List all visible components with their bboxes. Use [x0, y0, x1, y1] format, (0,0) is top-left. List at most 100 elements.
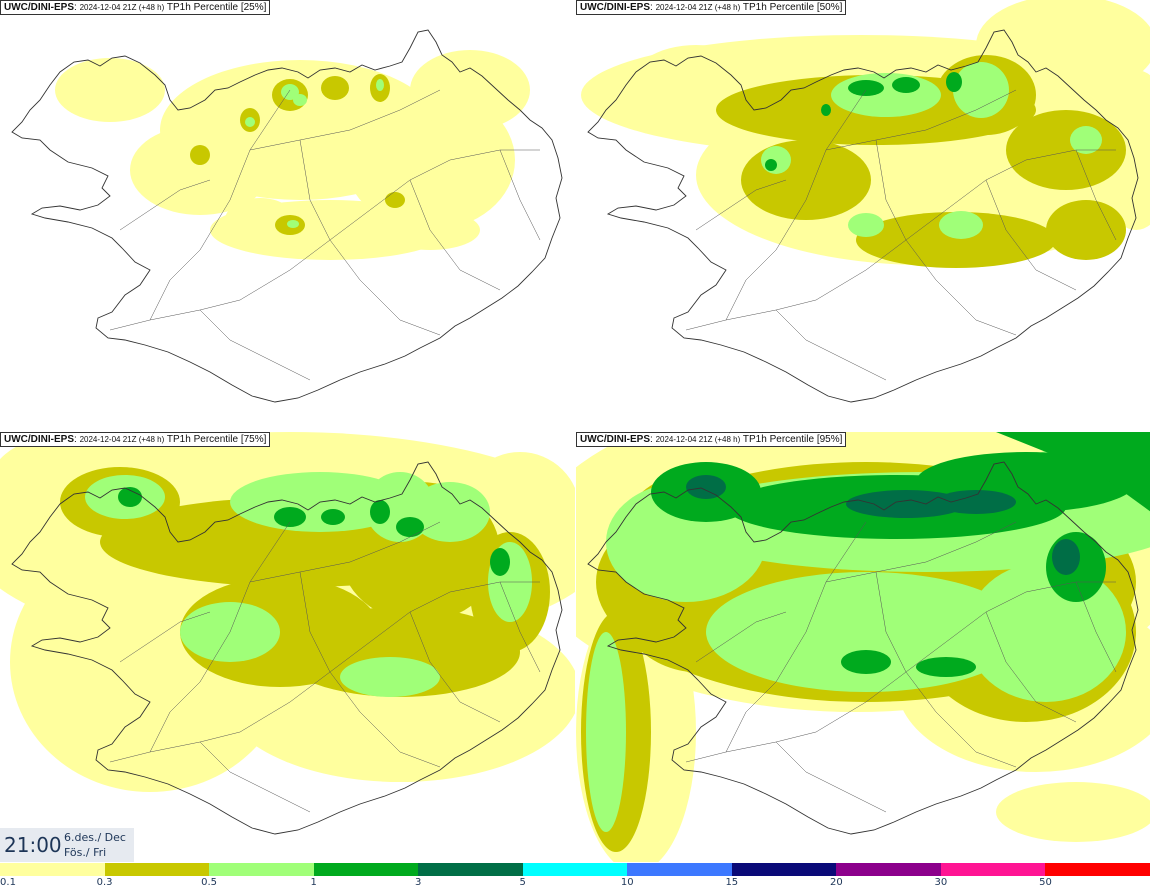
road-line	[695, 179, 787, 231]
precip-area	[396, 517, 424, 537]
precip-area	[287, 220, 299, 228]
road-line	[119, 611, 211, 663]
road-line	[695, 611, 787, 663]
valid-date-line1: 6.des./ Dec	[64, 831, 126, 844]
road-line	[249, 521, 441, 583]
precip-area	[953, 62, 1009, 118]
product-name: TP1h Percentile [50%]	[742, 2, 843, 13]
road-line	[499, 149, 541, 241]
coastline	[11, 461, 563, 835]
precip-area	[340, 657, 440, 697]
precip-area	[996, 782, 1150, 842]
legend-swatch	[0, 863, 105, 876]
road-line	[409, 611, 501, 723]
precip-area	[280, 607, 520, 697]
precip-area	[376, 79, 384, 91]
precip-area	[118, 487, 142, 507]
road-line	[299, 139, 331, 241]
precip-area	[1070, 126, 1102, 154]
precip-area	[1046, 200, 1126, 260]
valid-time-box: 21:00 6.des./ Dec Fös./ Fri	[0, 828, 134, 862]
precip-area	[841, 650, 891, 674]
precip-area	[321, 76, 349, 100]
road-line	[249, 89, 441, 151]
road-line	[775, 741, 887, 813]
legend-tick-label: 5	[519, 877, 526, 888]
precip-area	[848, 213, 884, 237]
precip-area	[586, 632, 626, 832]
road-line	[329, 671, 441, 768]
precip-area	[385, 192, 405, 208]
legend-tick-label: 3	[414, 877, 422, 888]
road-line	[149, 521, 291, 753]
product-name: TP1h Percentile [75%]	[166, 434, 267, 445]
road-line	[875, 571, 907, 673]
run-time: 2024-12-04 21Z (+48 h)	[79, 3, 165, 12]
precip-area	[321, 509, 345, 525]
precip-area	[996, 432, 1150, 512]
legend-tick-label: 30	[934, 877, 948, 888]
product-name: TP1h Percentile [95%]	[742, 434, 843, 445]
valid-date-line2: Fös./ Fri	[64, 846, 107, 859]
model-name: UWC/DINI-EPS	[4, 434, 74, 445]
precip-area	[939, 211, 983, 239]
precip-area	[190, 145, 210, 165]
precip-area	[821, 104, 831, 116]
precip-area	[831, 73, 941, 117]
road-line	[825, 89, 1017, 151]
map-panel-p25: UWC/DINI-EPS: 2024-12-04 21Z (+48 h) TP1…	[0, 0, 575, 430]
precip-area	[130, 125, 270, 215]
panel-title: UWC/DINI-EPS: 2024-12-04 21Z (+48 h) TP1…	[0, 0, 271, 15]
model-name: UWC/DINI-EPS	[580, 434, 650, 445]
coastline	[587, 461, 1139, 835]
road-line	[905, 239, 1017, 336]
precip-area	[765, 159, 777, 171]
run-time: 2024-12-04 21Z (+48 h)	[655, 435, 741, 444]
legend-tick-label: 0.1	[0, 877, 16, 888]
precip-map	[576, 432, 1150, 862]
map-panel-p50: UWC/DINI-EPS: 2024-12-04 21Z (+48 h) TP1…	[576, 0, 1150, 430]
legend-swatch	[209, 863, 314, 876]
precip-field	[576, 432, 1150, 862]
legend-tick-label: 50	[1039, 877, 1052, 888]
valid-time: 21:00	[4, 833, 62, 857]
precip-map	[0, 432, 575, 835]
legend-tick-label: 0.3	[96, 877, 113, 888]
road-line	[199, 309, 311, 381]
road-line	[409, 179, 501, 291]
precip-area	[410, 50, 530, 130]
road-line	[985, 611, 1077, 723]
road-line	[725, 521, 867, 753]
precip-area	[856, 212, 1056, 268]
panel-title: UWC/DINI-EPS: 2024-12-04 21Z (+48 h) TP1…	[576, 432, 847, 447]
road-line	[1075, 581, 1117, 673]
legend-swatch	[836, 863, 941, 876]
road-line	[1075, 149, 1117, 241]
precip-area	[946, 72, 962, 92]
coastline	[11, 29, 563, 403]
road-line	[149, 89, 291, 321]
precip-area	[936, 490, 1016, 514]
road-line	[875, 139, 907, 241]
precip-area	[686, 475, 726, 499]
road-line	[725, 89, 867, 321]
precip-area	[293, 94, 307, 106]
precip-area	[274, 507, 306, 527]
legend-swatch	[313, 863, 419, 876]
legend-swatch	[731, 863, 837, 876]
precip-area	[848, 80, 884, 96]
road-line	[825, 521, 1017, 583]
precip-area	[370, 500, 390, 524]
precip-area	[1052, 539, 1080, 575]
run-time: 2024-12-04 21Z (+48 h)	[655, 3, 741, 12]
model-name: UWC/DINI-EPS	[580, 2, 650, 13]
road-line	[775, 309, 887, 381]
legend-swatch	[1045, 863, 1150, 876]
legend-swatch	[627, 863, 732, 876]
legend-tick-label: 1	[310, 877, 317, 888]
legend-swatch	[418, 863, 523, 876]
precip-map	[581, 0, 1150, 403]
road-line	[499, 581, 541, 673]
precip-area	[846, 490, 966, 518]
precip-area	[281, 84, 299, 100]
